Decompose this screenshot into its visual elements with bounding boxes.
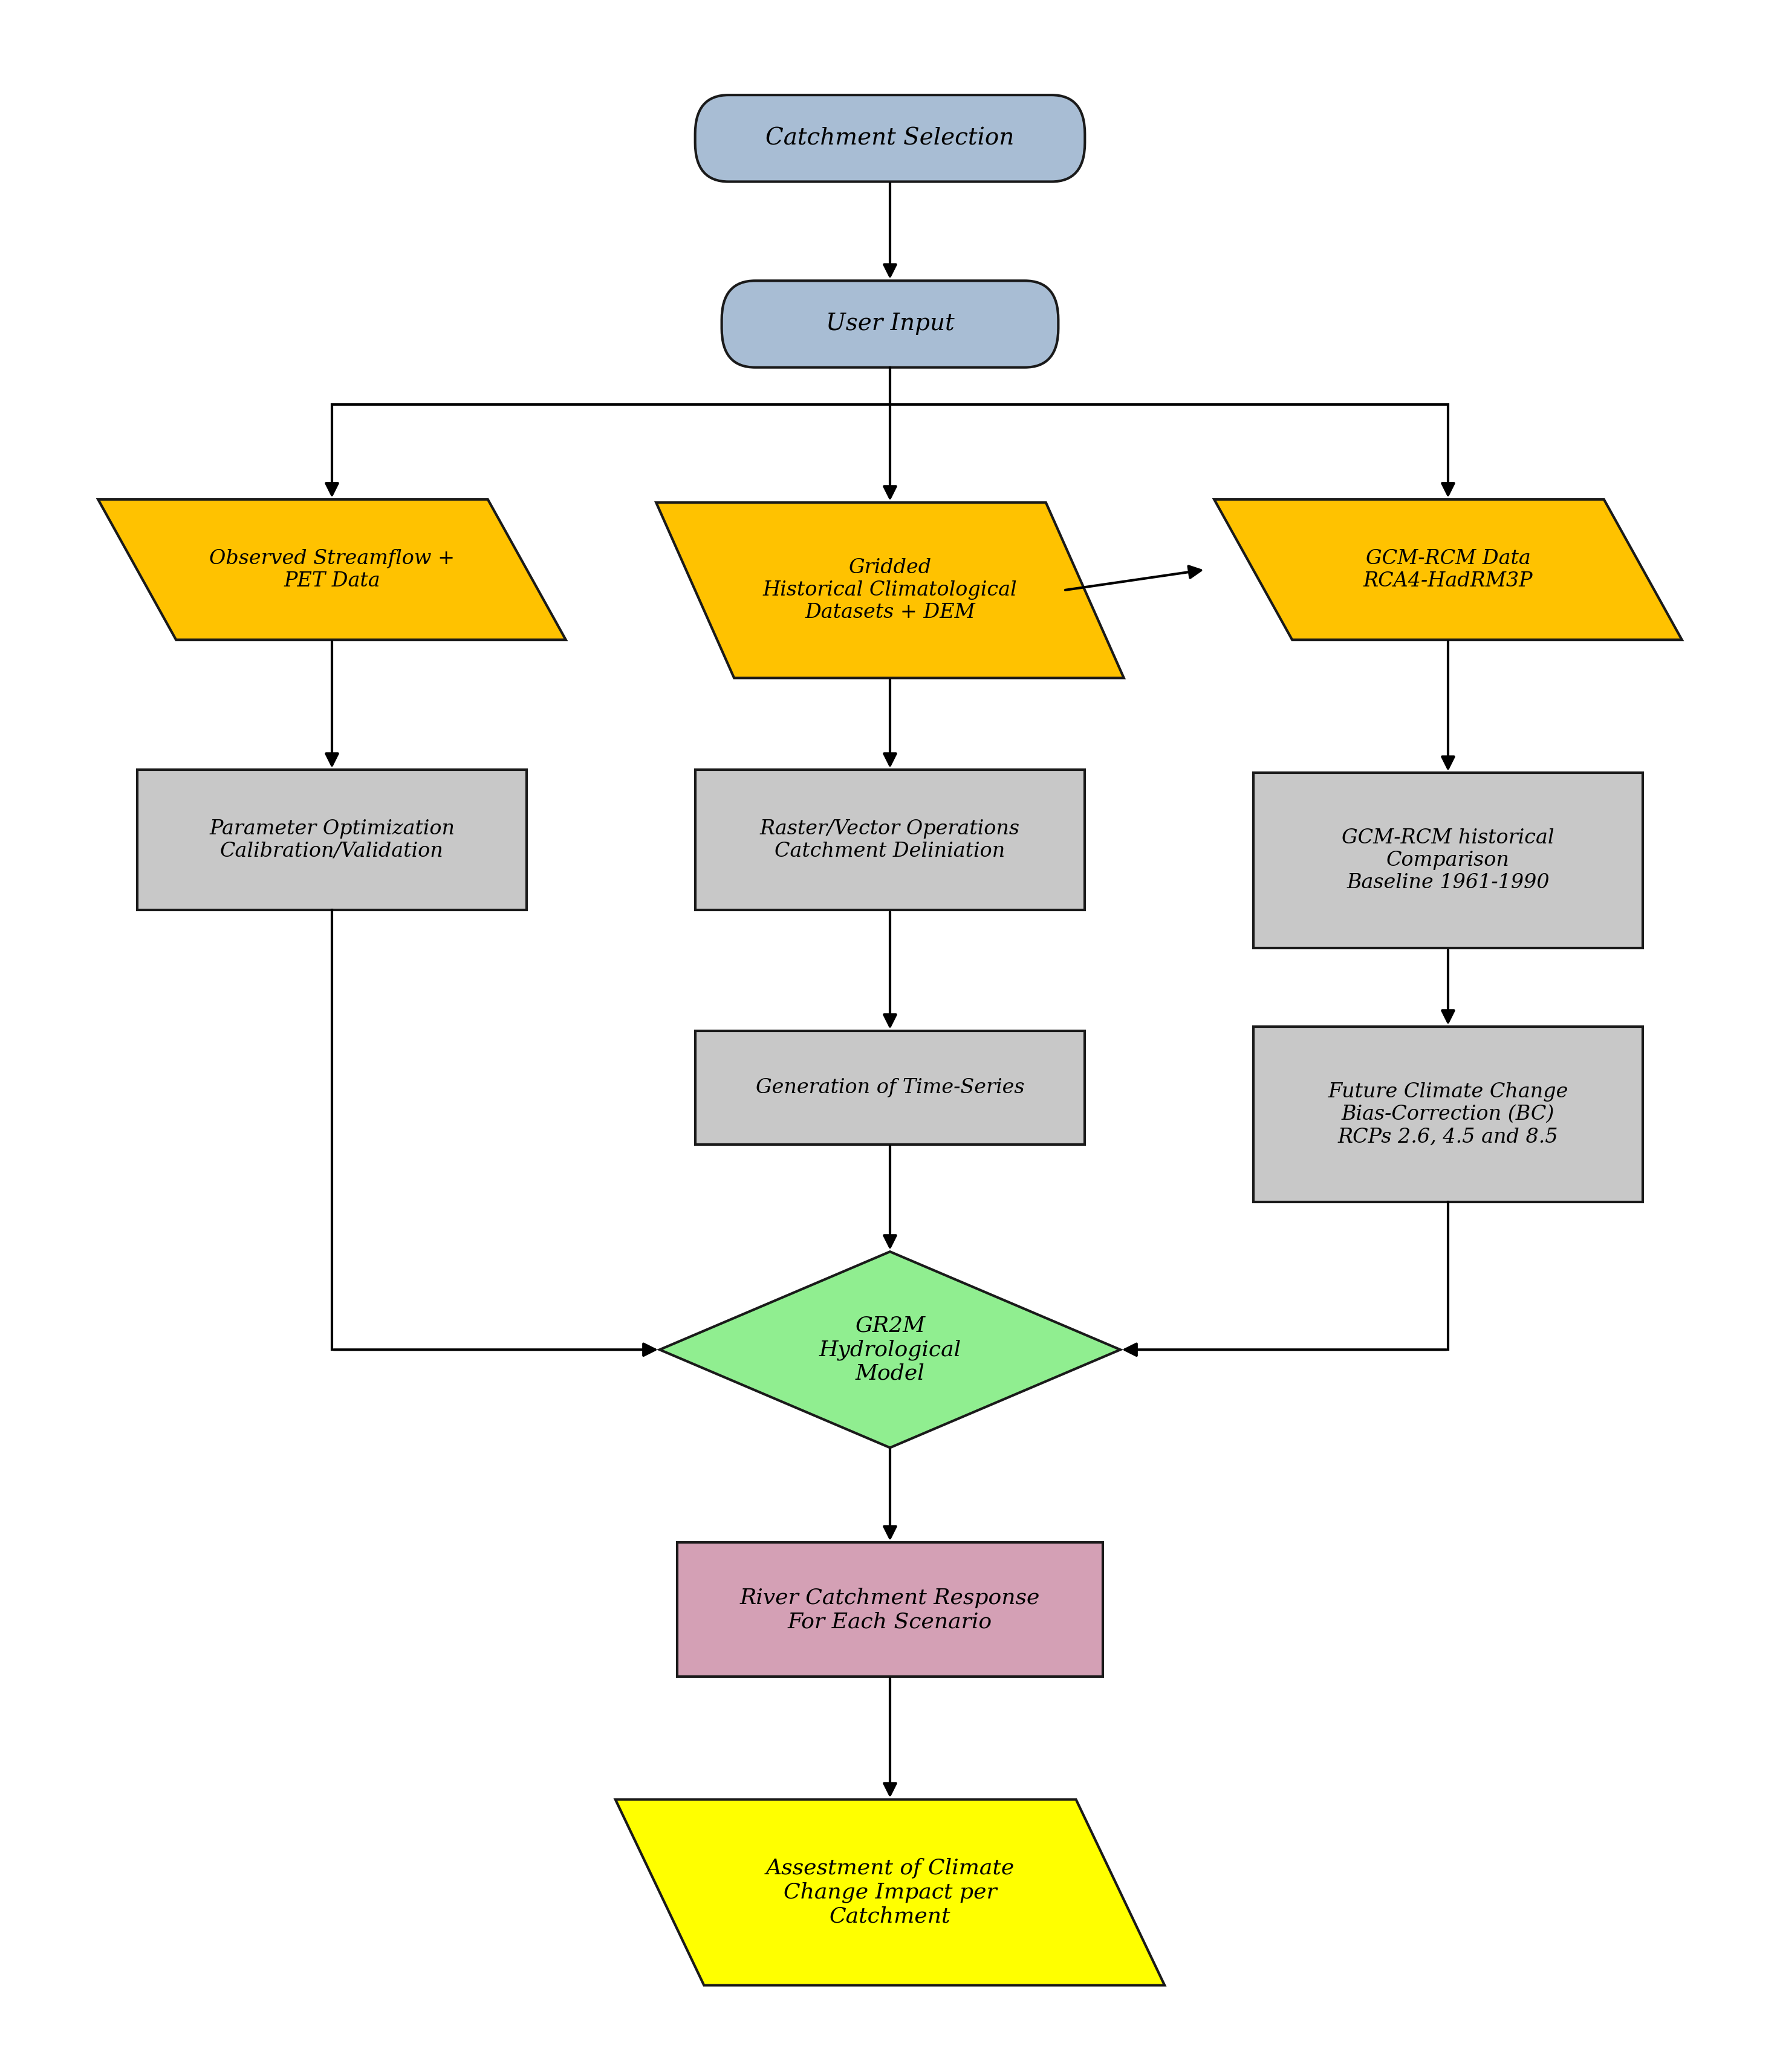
Text: GCM-RCM Data
RCA4-HadRM3P: GCM-RCM Data RCA4-HadRM3P	[1363, 549, 1533, 591]
FancyBboxPatch shape	[721, 280, 1059, 367]
Polygon shape	[657, 503, 1123, 678]
Text: GR2M
Hydrological
Model: GR2M Hydrological Model	[819, 1316, 961, 1384]
Text: Future Climate Change
Bias-Correction (BC)
RCPs 2.6, 4.5 and 8.5: Future Climate Change Bias-Correction (B…	[1328, 1082, 1568, 1146]
Polygon shape	[616, 1801, 1164, 1985]
Polygon shape	[98, 499, 566, 640]
Bar	[696, 1032, 1084, 1144]
Bar	[137, 771, 527, 910]
Text: Raster/Vector Operations
Catchment Deliniation: Raster/Vector Operations Catchment Delin…	[760, 818, 1020, 860]
Bar	[696, 771, 1084, 910]
Text: Assestment of Climate
Change Impact per
Catchment: Assestment of Climate Change Impact per …	[765, 1859, 1015, 1927]
Polygon shape	[660, 1251, 1120, 1448]
Bar	[1253, 1028, 1643, 1202]
Polygon shape	[1214, 499, 1682, 640]
Bar	[1253, 773, 1643, 949]
FancyBboxPatch shape	[696, 95, 1084, 182]
Text: Parameter Optimization
Calibration/Validation: Parameter Optimization Calibration/Valid…	[210, 818, 454, 860]
Text: Gridded
Historical Climatological
Datasets + DEM: Gridded Historical Climatological Datase…	[764, 557, 1016, 622]
Text: Generation of Time-Series: Generation of Time-Series	[757, 1077, 1024, 1098]
Text: River Catchment Response
For Each Scenario: River Catchment Response For Each Scenar…	[740, 1587, 1040, 1633]
Bar	[678, 1544, 1102, 1676]
Text: Observed Streamflow +
PET Data: Observed Streamflow + PET Data	[210, 549, 454, 591]
Text: Catchment Selection: Catchment Selection	[765, 126, 1015, 149]
Text: User Input: User Input	[826, 313, 954, 336]
Text: GCM-RCM historical
Comparison
Baseline 1961-1990: GCM-RCM historical Comparison Baseline 1…	[1342, 829, 1554, 893]
